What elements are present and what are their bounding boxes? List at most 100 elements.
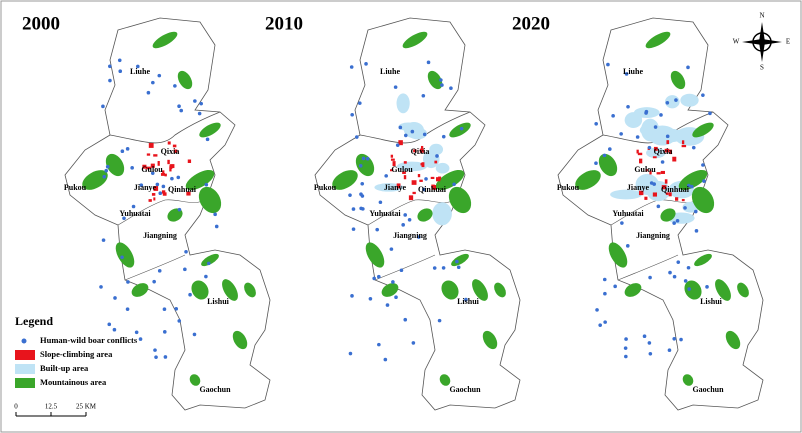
built-up-patch [396, 93, 410, 114]
scale-label: 0 [14, 403, 18, 411]
compass-s: S [760, 64, 764, 72]
conflict-dot [422, 187, 426, 192]
conflict-dot [350, 294, 354, 298]
conflict-dot [126, 280, 130, 284]
slope-patch [148, 199, 152, 202]
mountain-patch [131, 283, 149, 297]
legend-swatch [15, 378, 35, 388]
conflict-dot [693, 209, 698, 214]
conflict-dot [157, 269, 162, 273]
conflict-dot [683, 279, 688, 283]
place-label: Lishui [457, 297, 480, 306]
year-label: 2010 [265, 13, 303, 34]
mountain-patch [608, 242, 628, 268]
conflict-dot [401, 223, 405, 227]
place-label: Yuhuatai [369, 209, 401, 218]
conflict-dot [672, 221, 676, 225]
place-label: Liuhe [130, 67, 150, 76]
slope-patch [681, 199, 685, 202]
slope-patch [638, 190, 644, 196]
mountain-patch [244, 282, 256, 298]
conflict-dot [594, 121, 598, 126]
conflict-dot [421, 93, 426, 98]
conflict-dot [155, 182, 160, 187]
conflict-dot [426, 60, 431, 65]
conflict-dot [606, 62, 610, 67]
built-up-patch [429, 143, 444, 156]
conflict-dot [150, 171, 155, 175]
conflict-dot [701, 163, 705, 167]
slope-patch [403, 175, 407, 180]
place-label: Jianye [627, 183, 650, 192]
conflict-dot [694, 229, 699, 233]
slope-patch [160, 173, 165, 176]
panels: Liuhe Pukou Qixia Gulou Jianye Qinhuai Yuhuata… [64, 17, 764, 411]
mountain-patch [355, 153, 375, 177]
map-panel: Liuhe Pukou Qixia Gulou Jianye Qinhuai Yuhuata… [557, 17, 764, 411]
conflict-dot [120, 149, 125, 154]
slope-patch [151, 193, 156, 196]
slope-patch [157, 161, 160, 166]
conflict-dot [188, 292, 192, 297]
slope-patch [398, 140, 403, 146]
conflict-dot [162, 330, 167, 334]
place-label: Gaochun [692, 385, 724, 394]
slope-patch [652, 192, 658, 197]
conflict-dot [653, 125, 658, 129]
conflict-dot [603, 291, 607, 296]
legend-dot [21, 338, 27, 344]
conflict-dot [686, 65, 690, 70]
slope-patch [644, 196, 648, 200]
place-label: Yuhuatai [119, 209, 151, 218]
conflict-dot [161, 184, 166, 189]
conflict-dot [456, 265, 461, 270]
slope-patch [668, 192, 672, 197]
compass-n: N [759, 12, 764, 20]
conflict-dot [104, 168, 109, 173]
place-label: Gulou [391, 165, 413, 174]
slope-patch [390, 154, 394, 158]
mountain-patch [670, 70, 686, 90]
mountain-patch [152, 31, 178, 49]
conflict-dot [158, 191, 163, 196]
legend-item: Human-wild boar conflicts [40, 335, 138, 345]
mountain-patch [82, 170, 108, 190]
year-label: 2020 [512, 13, 550, 34]
conflict-dot [665, 100, 670, 105]
conflict-dot [395, 143, 400, 147]
conflict-dot [179, 108, 184, 113]
conflict-dot [432, 266, 437, 270]
mountain-patch [189, 374, 201, 386]
built-up-patch [435, 162, 450, 174]
map-panel: Liuhe Pukou Qixia Gulou Jianye Qinhuai Yuhuata… [314, 17, 521, 411]
conflict-dot [675, 219, 680, 223]
slope-patch [411, 180, 417, 185]
conflict-dot [112, 327, 117, 332]
slope-patch [186, 191, 191, 196]
conflict-dot [624, 72, 629, 76]
mountain-patch [624, 283, 642, 297]
slope-patch [656, 172, 661, 175]
conflict-dot [403, 133, 408, 138]
slope-patch [417, 174, 421, 178]
year-label: 2000 [22, 13, 60, 34]
conflict-dot [608, 147, 612, 151]
mountain-patch [682, 374, 694, 386]
conflict-dot [154, 355, 158, 359]
mountain-patch [575, 170, 601, 190]
conflict-dot [668, 270, 672, 275]
conflict-dot [206, 261, 211, 266]
built-up-patch [610, 189, 642, 200]
conflict-dot [358, 101, 362, 105]
slope-patch [419, 179, 423, 182]
slope-patch [153, 185, 159, 191]
conflict-dot [125, 147, 130, 151]
compass-w: W [733, 38, 740, 46]
slope-patch [434, 160, 438, 164]
mountain-patch [448, 186, 472, 214]
slope-patch [421, 162, 425, 168]
mountain-patch [232, 330, 248, 350]
conflict-dot [350, 113, 354, 117]
slope-patch [645, 168, 648, 172]
